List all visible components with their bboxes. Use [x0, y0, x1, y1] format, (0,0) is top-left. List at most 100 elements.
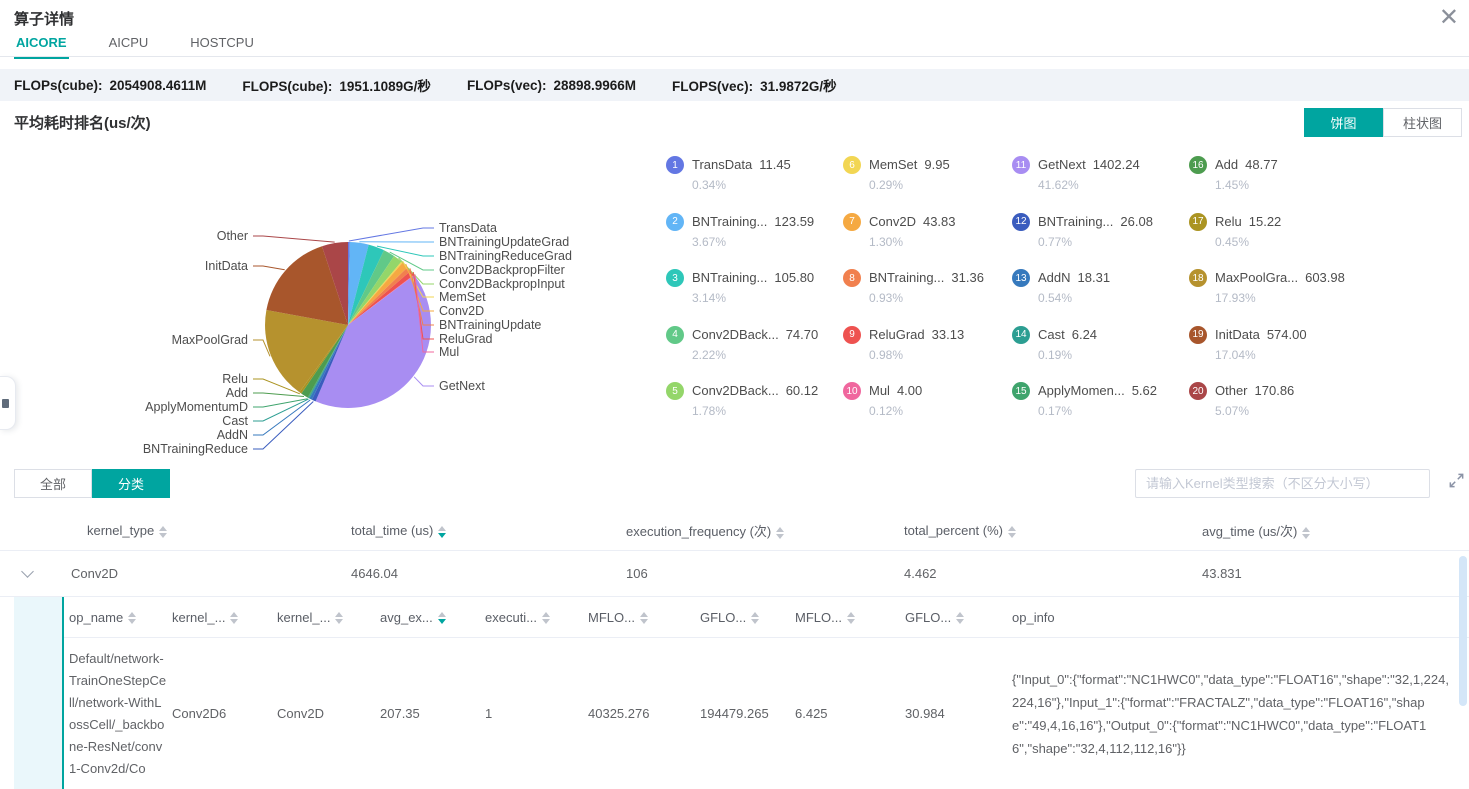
subcol-header-8[interactable]: GFLO... — [900, 610, 1007, 625]
legend-text: Add48.771.45% — [1215, 156, 1278, 192]
subcol-header-4[interactable]: executi... — [480, 610, 583, 625]
sort-caret-icon[interactable] — [956, 612, 964, 624]
subcol-header-1[interactable]: kernel_... — [167, 610, 272, 625]
sort-asc-arrow — [776, 527, 784, 532]
col-header-label: execution_frequency (次) — [626, 524, 771, 539]
legend-text: Conv2D43.831.30% — [869, 213, 956, 249]
legend-line1: Conv2D43.83 — [869, 213, 956, 231]
legend-item-InitData[interactable]: 19InitData574.0017.04% — [1189, 320, 1359, 377]
sort-caret-icon[interactable] — [847, 612, 855, 624]
pie-label: BNTrainingReduceGrad — [439, 249, 572, 263]
kernel-table-row[interactable]: Conv2D4646.041064.46243.831 — [0, 551, 1469, 597]
legend-item-GetNext[interactable]: 11GetNext1402.2441.62% — [1012, 150, 1189, 207]
sort-caret-icon[interactable] — [128, 612, 136, 624]
subcol-header-label: MFLO... — [588, 610, 635, 625]
legend-item-AddN[interactable]: 13AddN18.310.54% — [1012, 263, 1189, 320]
filter-category-button[interactable]: 分类 — [92, 469, 170, 498]
sort-asc-arrow — [640, 612, 648, 617]
legend-item-Conv2DBackpropInput[interactable]: 5Conv2DBack...60.121.78% — [666, 376, 843, 433]
sort-caret-icon[interactable] — [335, 612, 343, 624]
drawer-handle[interactable] — [0, 376, 16, 430]
legend-percent: 17.93% — [1215, 291, 1345, 305]
filter-all-button[interactable]: 全部 — [14, 469, 92, 498]
legend-name: BNTraining... — [869, 270, 944, 285]
col-header-execution_frequency[interactable]: execution_frequency (次) — [610, 521, 888, 540]
toggle-pie-button[interactable]: 饼图 — [1304, 108, 1383, 137]
sort-caret-icon[interactable] — [1008, 526, 1016, 538]
legend-item-ReluGrad[interactable]: 9ReluGrad33.130.98% — [843, 320, 1012, 377]
legend-rank-badge: 8 — [843, 269, 861, 287]
close-icon[interactable]: ✕ — [1439, 4, 1459, 32]
sort-asc-arrow — [1302, 527, 1310, 532]
legend-rank-badge: 6 — [843, 156, 861, 174]
sort-caret-icon[interactable] — [1302, 527, 1310, 539]
tab-aicpu[interactable]: AICPU — [107, 31, 151, 59]
subcol-header-label: executi... — [485, 610, 537, 625]
pie-label: BNTrainingUpdateGrad — [439, 235, 569, 249]
legend-item-BNTrainingUpdateGrad[interactable]: 2BNTraining...123.593.67% — [666, 207, 843, 264]
cell-execution_frequency: 106 — [610, 566, 888, 581]
subcol-header-9: op_info — [1007, 610, 1455, 625]
legend-item-BNTrainingUpdate[interactable]: 8 BNTraining...31.360.93% — [843, 263, 1012, 320]
sort-caret-icon[interactable] — [542, 612, 550, 624]
legend-item-ApplyMomentumD[interactable]: 15ApplyMomen...5.620.17% — [1012, 376, 1189, 433]
legend-item-Mul[interactable]: 10Mul4.000.12% — [843, 376, 1012, 433]
tab-hostcpu[interactable]: HOSTCPU — [188, 31, 256, 59]
legend-name: Add — [1215, 157, 1238, 172]
col-header-avg_time[interactable]: avg_time (us/次) — [1186, 521, 1469, 540]
tab-aicore[interactable]: AICORE — [14, 31, 69, 59]
kernel-search-input[interactable] — [1135, 469, 1430, 498]
legend-item-Cast[interactable]: 14Cast6.240.19% — [1012, 320, 1189, 377]
chevron-down-icon[interactable] — [21, 565, 34, 578]
sort-caret-icon[interactable] — [438, 526, 446, 538]
legend-text: BNTraining...31.360.93% — [869, 269, 984, 305]
legend-item-TransData[interactable]: 1TransData11.450.34% — [666, 150, 843, 207]
col-header-kernel_type[interactable]: kernel_type — [55, 523, 335, 538]
pie-label-line — [253, 402, 313, 450]
legend-item-BNTrainingReduceGrad[interactable]: 3BNTraining...105.803.14% — [666, 263, 843, 320]
table-scrollbar[interactable] — [1459, 556, 1467, 706]
legend-value: 9.95 — [924, 157, 949, 172]
legend-item-Other[interactable]: 20Other170.865.07% — [1189, 376, 1359, 433]
subcol-header-7[interactable]: MFLO... — [790, 610, 900, 625]
legend-text: MaxPoolGra...603.9817.93% — [1215, 269, 1345, 305]
legend-line1: ReluGrad33.13 — [869, 326, 964, 344]
pie-legend: 1TransData11.450.34%2BNTraining...123.59… — [655, 150, 1366, 433]
legend-percent: 1.45% — [1215, 178, 1278, 192]
legend-item-MemSet[interactable]: 6MemSet9.950.29% — [843, 150, 1012, 207]
op-subtable: op_namekernel_...kernel_...avg_ex...exec… — [64, 597, 1469, 789]
sort-caret-icon[interactable] — [438, 612, 446, 624]
legend-rank-badge: 10 — [843, 382, 861, 400]
legend-item-Conv2DBackpropFilter[interactable]: 4Conv2DBack...74.702.22% — [666, 320, 843, 377]
stat-item-1: FLOPS(cube):1951.1089G/秒 — [242, 75, 431, 95]
stat-label: FLOPS(cube): — [242, 79, 332, 94]
page-title: 算子详情 — [14, 8, 74, 29]
legend-item-MaxPoolGrad[interactable]: 18MaxPoolGra...603.9817.93% — [1189, 263, 1359, 320]
sort-caret-icon[interactable] — [751, 612, 759, 624]
legend-text: TransData11.450.34% — [692, 156, 791, 192]
pie-label-line — [349, 228, 434, 241]
sort-caret-icon[interactable] — [230, 612, 238, 624]
sort-caret-icon[interactable] — [776, 527, 784, 539]
pie-label: Conv2DBackpropFilter — [439, 263, 565, 277]
pie-label-line — [253, 236, 335, 242]
subcol-header-6[interactable]: GFLO... — [695, 610, 790, 625]
row-expand-cell[interactable] — [0, 571, 55, 576]
sort-caret-icon[interactable] — [640, 612, 648, 624]
col-header-total_percent[interactable]: total_percent (%) — [888, 523, 1186, 538]
legend-item-Relu[interactable]: 17Relu15.220.45% — [1189, 207, 1359, 264]
sort-desc-arrow — [438, 533, 446, 538]
subcol-header-2[interactable]: kernel_... — [272, 610, 375, 625]
fullscreen-expand-icon[interactable] — [1448, 472, 1465, 494]
legend-item-Conv2D[interactable]: 7Conv2D43.831.30% — [843, 207, 1012, 264]
legend-name: TransData — [692, 157, 752, 172]
col-header-total_time[interactable]: total_time (us) — [335, 523, 610, 538]
toggle-bar-button[interactable]: 柱状图 — [1383, 108, 1462, 137]
subcol-header-label: avg_ex... — [380, 610, 433, 625]
legend-item-Add[interactable]: 16Add48.771.45% — [1189, 150, 1359, 207]
subcol-header-3[interactable]: avg_ex... — [375, 610, 480, 625]
sort-caret-icon[interactable] — [159, 526, 167, 538]
subcol-header-0[interactable]: op_name — [64, 610, 167, 625]
subcol-header-5[interactable]: MFLO... — [583, 610, 695, 625]
legend-item-BNTrainingReduce[interactable]: 12BNTraining...26.080.77% — [1012, 207, 1189, 264]
